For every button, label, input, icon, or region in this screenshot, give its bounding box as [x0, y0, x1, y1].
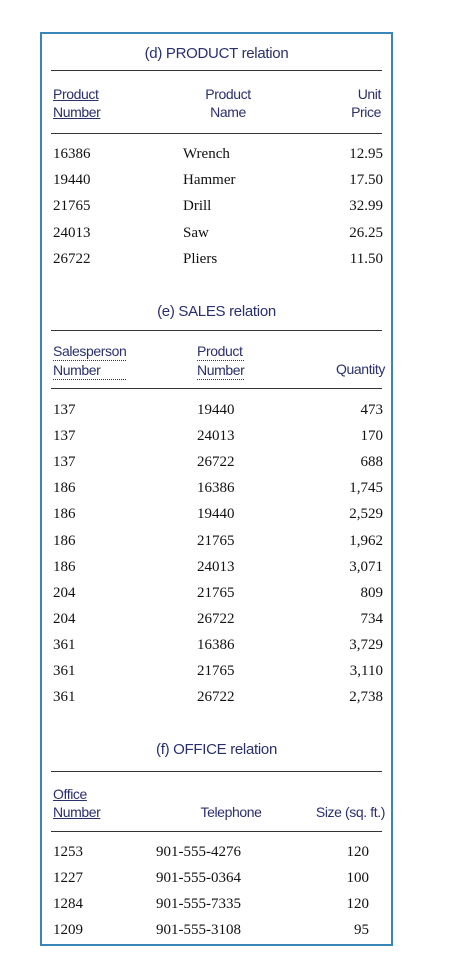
product-caption: (d) PRODUCT relation — [144, 45, 289, 62]
office-cell-r1-c1: 901-555-0364 — [156, 870, 241, 886]
sales-cell-r4-c1: 19440 — [197, 506, 235, 523]
sales-cell-r9-c2: 3,729 — [349, 636, 383, 653]
sales-cell-r1-c1: 24013 — [197, 428, 235, 445]
product-cell-r1-c0: 19440 — [53, 172, 91, 189]
sales-cell-r10-c0: 361 — [53, 663, 76, 679]
relations-panel: (d) PRODUCT relation Product Number Prod… — [40, 32, 393, 946]
product-header-rule — [51, 133, 382, 134]
office-cell-r3-c1: 901-555-3108 — [156, 922, 241, 938]
sales-cell-r10-c2: 3,110 — [349, 663, 383, 679]
product-cell-r3-c0: 24013 — [53, 224, 91, 241]
product-header-name: Product Name — [205, 86, 251, 120]
sales-cell-r6-c1: 24013 — [197, 558, 235, 575]
sales-cell-r4-c2: 2,529 — [349, 506, 383, 523]
sales-cell-r8-c1: 26722 — [197, 610, 235, 627]
office-header-size: Size (sq. ft.) — [315, 804, 385, 820]
sales-cell-r10-c1: 21765 — [197, 663, 235, 679]
sales-cell-r6-c2: 3,071 — [349, 558, 383, 575]
product-cell-r4-c2: 11.50 — [349, 250, 383, 267]
sales-cell-r2-c0: 137 — [53, 454, 76, 471]
product-cell-r1-c2: 17.50 — [349, 172, 383, 189]
office-cell-r0-c1: 901-555-4276 — [156, 844, 241, 860]
office-cell-r1-c2: 100 — [346, 870, 370, 886]
office-header-telephone: Telephone — [200, 804, 262, 820]
sales-cell-r1-c0: 137 — [53, 428, 76, 445]
product-cell-r3-c1: Saw — [183, 224, 209, 241]
product-cell-r2-c1: Drill — [183, 198, 212, 215]
sales-cell-r0-c0: 137 — [53, 402, 76, 418]
sales-cell-r0-c2: 473 — [360, 402, 384, 418]
sales-header-rule — [51, 388, 382, 389]
product-cell-r4-c0: 26722 — [53, 250, 91, 267]
product-cell-r2-c2: 32.99 — [349, 198, 383, 215]
product-cell-r4-c1: Pliers — [183, 250, 218, 267]
office-top-rule — [51, 771, 382, 772]
sales-cell-r5-c0: 186 — [53, 532, 76, 549]
sales-cell-r3-c1: 16386 — [197, 480, 235, 497]
sales-cell-r11-c1: 26722 — [197, 689, 235, 706]
product-cell-r0-c1: Wrench — [183, 146, 230, 162]
office-cell-r0-c0: 1253 — [53, 844, 83, 860]
product-cell-r3-c2: 26.25 — [349, 224, 383, 241]
sales-cell-r2-c1: 26722 — [197, 454, 235, 471]
sales-cell-r5-c1: 21765 — [197, 532, 235, 549]
sales-cell-r11-c2: 2,738 — [349, 689, 383, 706]
product-cell-r1-c1: Hammer — [183, 172, 236, 189]
sales-cell-r9-c0: 361 — [53, 636, 76, 653]
office-cell-r0-c2: 120 — [346, 844, 370, 860]
sales-caption: (e) SALES relation — [157, 303, 276, 320]
sales-header-quantity: Quantity — [336, 361, 385, 377]
office-cell-r2-c0: 1284 — [53, 896, 83, 912]
sales-header-product: Product Number — [197, 343, 245, 380]
sales-cell-r1-c2: 170 — [360, 428, 384, 445]
product-header-price: Unit Price — [351, 86, 381, 120]
sales-cell-r3-c0: 186 — [53, 480, 76, 497]
sales-cell-r2-c2: 688 — [360, 454, 384, 471]
product-cell-r2-c0: 21765 — [53, 198, 91, 215]
sales-cell-r7-c2: 809 — [360, 584, 384, 601]
sales-cell-r5-c2: 1,962 — [349, 532, 383, 549]
product-top-rule — [51, 70, 382, 71]
sales-header-salesperson: Salesperson Number — [53, 343, 127, 380]
sales-cell-r7-c0: 204 — [53, 584, 76, 601]
product-header-number: Product Number — [53, 86, 101, 120]
sales-cell-r6-c0: 186 — [53, 558, 76, 575]
sales-cell-r4-c0: 186 — [53, 506, 76, 523]
office-caption: (f) OFFICE relation — [156, 741, 277, 758]
office-header-number: Office Number — [53, 786, 101, 820]
sales-cell-r8-c2: 734 — [360, 610, 384, 627]
sales-cell-r8-c0: 204 — [53, 610, 76, 627]
sales-cell-r3-c2: 1,745 — [349, 480, 383, 497]
office-cell-r1-c0: 1227 — [53, 870, 83, 886]
office-header-rule — [51, 831, 382, 832]
sales-top-rule — [51, 330, 382, 331]
office-cell-r3-c2: 95 — [354, 922, 369, 938]
sales-cell-r0-c1: 19440 — [197, 402, 235, 418]
sales-cell-r9-c1: 16386 — [197, 636, 235, 653]
office-cell-r3-c0: 1209 — [53, 922, 83, 938]
product-cell-r0-c0: 16386 — [53, 146, 91, 162]
sales-cell-r7-c1: 21765 — [197, 584, 235, 601]
sales-cell-r11-c0: 361 — [53, 689, 76, 706]
office-cell-r2-c1: 901-555-7335 — [156, 896, 241, 912]
product-cell-r0-c2: 12.95 — [349, 146, 383, 162]
office-cell-r2-c2: 120 — [346, 896, 370, 912]
